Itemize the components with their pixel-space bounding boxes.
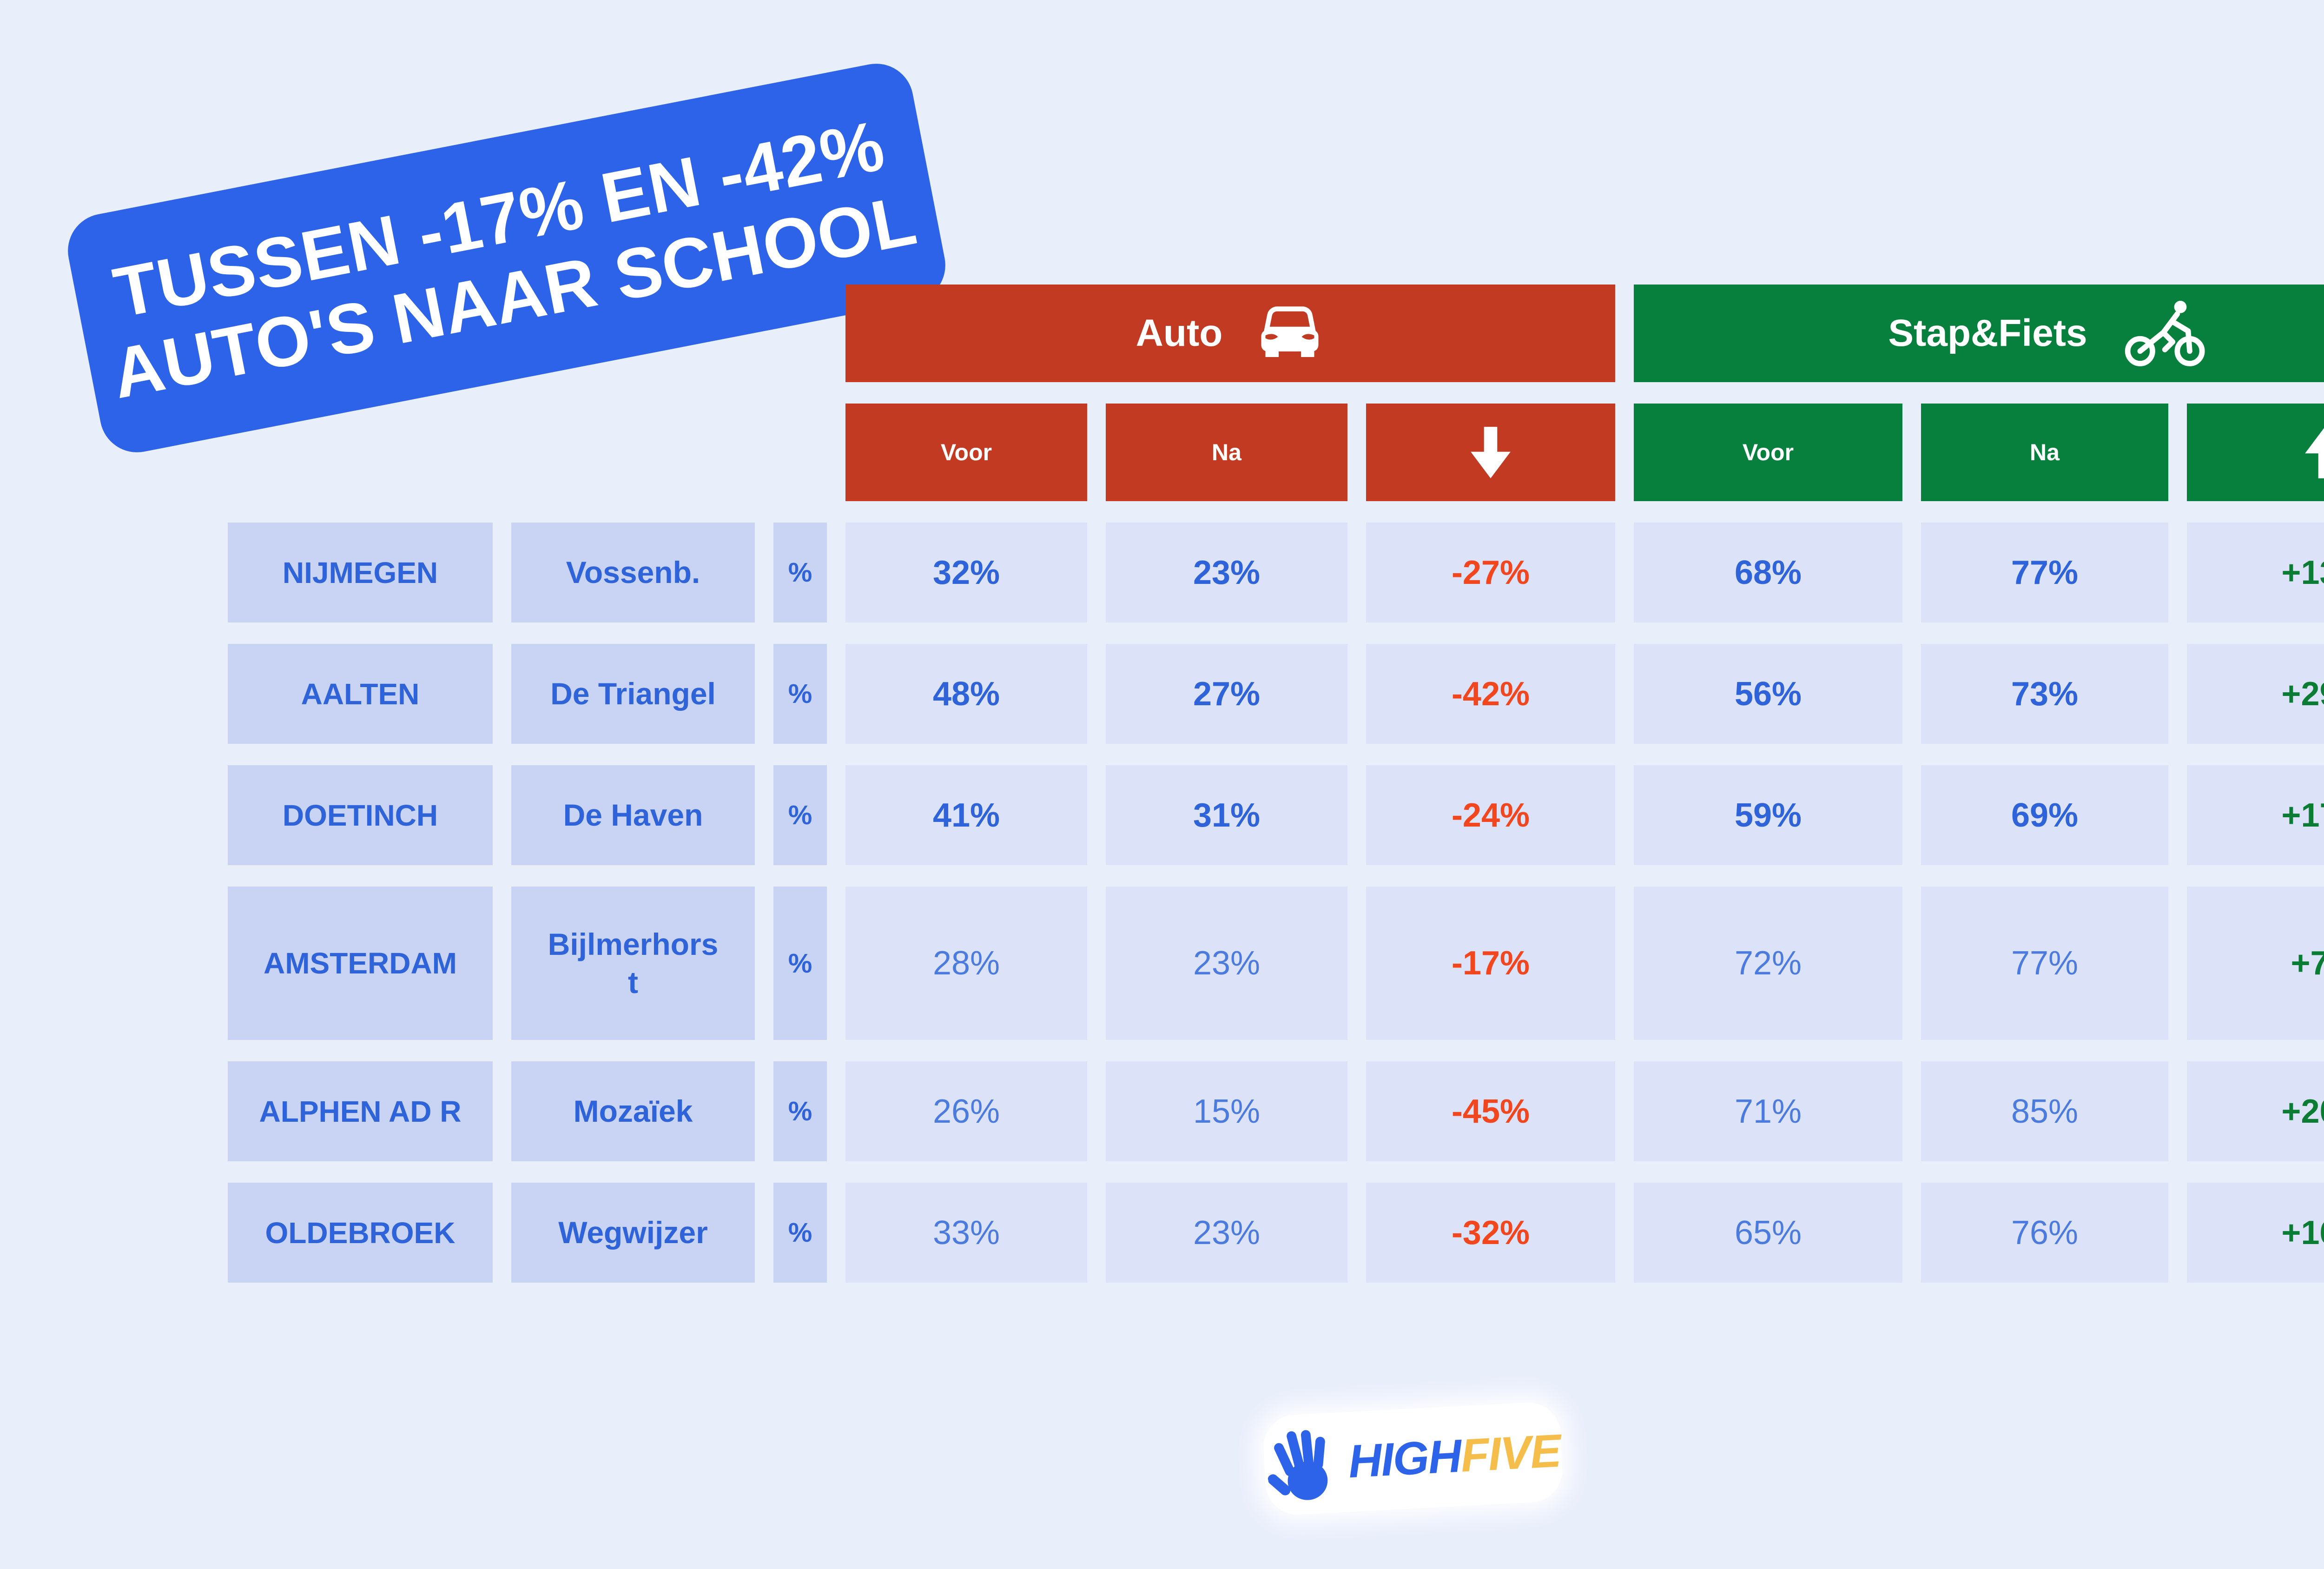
fiets-voor-value: 68% bbox=[1634, 523, 1902, 622]
auto-voor-header: Voor bbox=[845, 404, 1087, 501]
auto-delta-value: -24% bbox=[1366, 765, 1615, 865]
auto-voor-value: 32% bbox=[845, 523, 1087, 622]
fiets-delta-header bbox=[2187, 404, 2324, 501]
school-cell: Wegwijzer bbox=[511, 1183, 755, 1283]
auto-na-value: 27% bbox=[1106, 644, 1347, 744]
auto-voor-value: 41% bbox=[845, 765, 1087, 865]
auto-delta-value: -27% bbox=[1366, 523, 1615, 622]
auto-delta-value: -32% bbox=[1366, 1183, 1615, 1283]
highfive-logo: HIGHFIVE bbox=[1261, 1401, 1565, 1516]
unit-cell: % bbox=[773, 523, 827, 622]
city-cell: ALPHEN AD R bbox=[228, 1061, 493, 1161]
fiets-delta-value: +13% bbox=[2187, 523, 2324, 622]
city-cell: AALTEN bbox=[228, 644, 493, 744]
fiets-group-label: Stap&Fiets bbox=[1888, 312, 2087, 354]
fiets-na-value: 73% bbox=[1921, 644, 2168, 744]
fiets-delta-value: +20% bbox=[2187, 1061, 2324, 1161]
fiets-delta-value: +29% bbox=[2187, 644, 2324, 744]
fiets-na-value: 76% bbox=[1921, 1183, 2168, 1283]
auto-delta-value: -42% bbox=[1366, 644, 1615, 744]
fiets-na-value: 77% bbox=[1921, 887, 2168, 1040]
unit-cell: % bbox=[773, 765, 827, 865]
fiets-voor-header: Voor bbox=[1634, 404, 1902, 501]
car-icon bbox=[1255, 305, 1325, 361]
fiets-voor-value: 59% bbox=[1634, 765, 1902, 865]
fiets-na-value: 77% bbox=[1921, 523, 2168, 622]
auto-delta-header bbox=[1366, 404, 1615, 501]
auto-na-header: Na bbox=[1106, 404, 1347, 501]
fiets-voor-value: 72% bbox=[1634, 887, 1902, 1040]
city-cell: DOETINCH bbox=[228, 765, 493, 865]
school-cell: Vossenb. bbox=[511, 523, 755, 622]
city-cell: NIJMEGEN bbox=[228, 523, 493, 622]
auto-na-value: 15% bbox=[1106, 1061, 1347, 1161]
fiets-voor-value: 56% bbox=[1634, 644, 1902, 744]
fiets-voor-value: 71% bbox=[1634, 1061, 1902, 1161]
city-cell: OLDEBROEK bbox=[228, 1183, 493, 1283]
logo-high-text: HIGH bbox=[1347, 1430, 1462, 1488]
arrow-down-icon bbox=[1465, 424, 1516, 482]
auto-group-label: Auto bbox=[1136, 312, 1223, 354]
auto-na-value: 23% bbox=[1106, 1183, 1347, 1283]
logo-five-text: FIVE bbox=[1459, 1424, 1562, 1482]
unit-cell: % bbox=[773, 1061, 827, 1161]
auto-na-value: 23% bbox=[1106, 887, 1347, 1040]
auto-group-header: Auto bbox=[845, 285, 1615, 382]
fiets-delta-value: +16% bbox=[2187, 1183, 2324, 1283]
logo-wordmark: HIGHFIVE bbox=[1347, 1424, 1562, 1489]
fiets-voor-value: 65% bbox=[1634, 1183, 1902, 1283]
auto-voor-value: 33% bbox=[845, 1183, 1087, 1283]
auto-na-value: 23% bbox=[1106, 523, 1347, 622]
school-cell: De Haven bbox=[511, 765, 755, 865]
auto-voor-value: 26% bbox=[845, 1061, 1087, 1161]
fiets-delta-value: +17% bbox=[2187, 765, 2324, 865]
auto-delta-value: -17% bbox=[1366, 887, 1615, 1040]
auto-na-value: 31% bbox=[1106, 765, 1347, 865]
results-table: Auto Stap&Fiets bbox=[228, 285, 2324, 1283]
auto-voor-value: 48% bbox=[845, 644, 1087, 744]
school-cell: De Triangel bbox=[511, 644, 755, 744]
auto-voor-value: 28% bbox=[845, 887, 1087, 1040]
bicycle-icon bbox=[2120, 298, 2208, 368]
fiets-na-value: 85% bbox=[1921, 1061, 2168, 1161]
fiets-delta-value: +7% bbox=[2187, 887, 2324, 1040]
city-cell: AMSTERDAM bbox=[228, 887, 493, 1040]
fiets-na-header: Na bbox=[1921, 404, 2168, 501]
unit-cell: % bbox=[773, 1183, 827, 1283]
unit-cell: % bbox=[773, 887, 827, 1040]
fiets-na-value: 69% bbox=[1921, 765, 2168, 865]
unit-cell: % bbox=[773, 644, 827, 744]
arrow-up-icon bbox=[2299, 424, 2324, 482]
fiets-group-header: Stap&Fiets bbox=[1634, 285, 2324, 382]
hand-icon bbox=[1264, 1422, 1342, 1507]
school-cell: Bijlmerhorst bbox=[511, 887, 755, 1040]
school-cell: Mozaïek bbox=[511, 1061, 755, 1161]
auto-delta-value: -45% bbox=[1366, 1061, 1615, 1161]
